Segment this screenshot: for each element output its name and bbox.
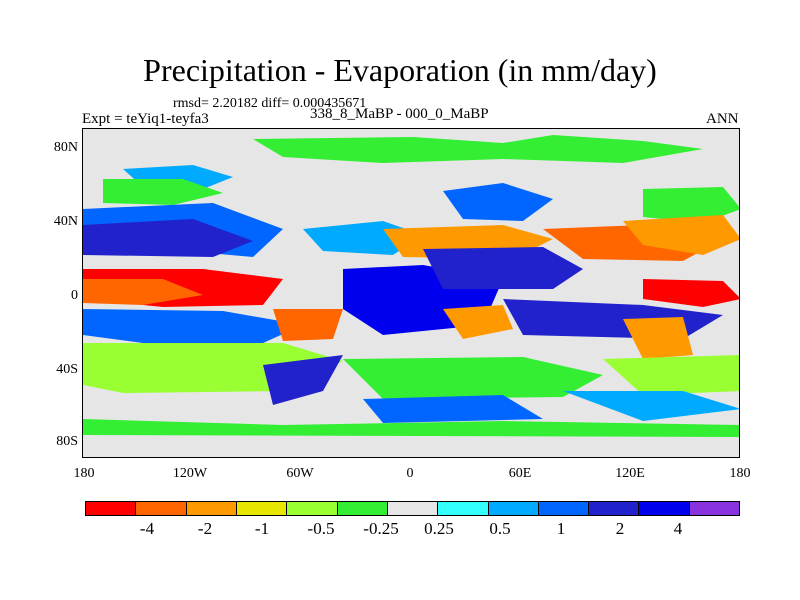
plot-title: Precipitation - Evaporation (in mm/day) xyxy=(143,52,657,88)
colorbar-box xyxy=(639,502,690,515)
colorbar-box xyxy=(287,502,338,515)
colorbar-box xyxy=(387,502,439,515)
map-field xyxy=(83,129,739,457)
colorbar-box xyxy=(538,502,590,515)
colorbar-label: 0.5 xyxy=(489,519,511,538)
map-panel xyxy=(82,128,740,458)
colorbar-label: -0.25 xyxy=(363,519,399,538)
arctic-green-band xyxy=(253,135,703,163)
lat-label-40n: 40N xyxy=(53,214,78,229)
colorbar-box xyxy=(589,502,640,515)
lon-label-180e: 180 xyxy=(729,466,751,481)
colorbar-box xyxy=(337,502,388,515)
experiment-label: Expt = teYiq1-teyfa3 xyxy=(82,111,209,127)
colorbar-label: -4 xyxy=(139,519,155,538)
colorbar-box xyxy=(86,502,137,515)
colorbar-label: -1 xyxy=(254,519,270,538)
lon-label-120e: 120E xyxy=(615,466,645,481)
lon-label-120w: 120W xyxy=(172,466,208,481)
colorbar-box xyxy=(186,502,237,515)
season-label: ANN xyxy=(706,111,739,127)
colorbar-box xyxy=(488,502,539,515)
colorbar-label: -0.5 xyxy=(307,519,335,538)
colorbar-box xyxy=(689,502,740,515)
colorbar-box xyxy=(136,502,187,515)
lat-label-80s: 80S xyxy=(56,434,78,449)
lat-label-0: 0 xyxy=(71,288,78,303)
lon-label-60e: 60E xyxy=(508,466,532,481)
lon-label-180w: 180 xyxy=(73,466,95,481)
colorbar-box xyxy=(236,502,288,515)
lat-label-40s: 40S xyxy=(56,362,78,377)
colorbar-label: 1 xyxy=(556,519,566,538)
colorbar xyxy=(85,501,740,516)
colorbar-label: 2 xyxy=(615,519,625,538)
case-label: 338_8_MaBP - 000_0_MaBP xyxy=(310,106,489,122)
lat-label-80n: 80N xyxy=(53,140,78,155)
stats-text: rmsd= 2.20182 diff= 0.000435671 xyxy=(173,96,367,111)
colorbar-label: 0.25 xyxy=(424,519,454,538)
colorbar-box xyxy=(438,502,489,515)
lon-label-60w: 60W xyxy=(286,466,314,481)
lon-label-0: 0 xyxy=(406,466,414,481)
colorbar-label: -2 xyxy=(197,519,213,538)
colorbar-label: 4 xyxy=(673,519,683,538)
